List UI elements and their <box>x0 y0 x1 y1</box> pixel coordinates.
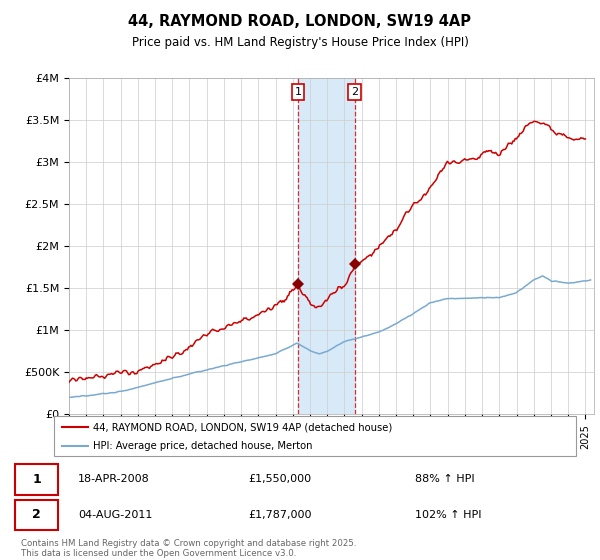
FancyBboxPatch shape <box>15 464 58 494</box>
Text: 1: 1 <box>295 87 301 97</box>
Text: 1: 1 <box>32 473 41 486</box>
Text: 44, RAYMOND ROAD, LONDON, SW19 4AP (detached house): 44, RAYMOND ROAD, LONDON, SW19 4AP (deta… <box>93 422 392 432</box>
Text: £1,787,000: £1,787,000 <box>248 510 311 520</box>
Text: 44, RAYMOND ROAD, LONDON, SW19 4AP: 44, RAYMOND ROAD, LONDON, SW19 4AP <box>128 14 472 29</box>
Text: Price paid vs. HM Land Registry's House Price Index (HPI): Price paid vs. HM Land Registry's House … <box>131 36 469 49</box>
Text: HPI: Average price, detached house, Merton: HPI: Average price, detached house, Mert… <box>93 441 313 451</box>
Text: 18-APR-2008: 18-APR-2008 <box>78 474 150 484</box>
Bar <box>298 78 355 414</box>
Text: 102% ↑ HPI: 102% ↑ HPI <box>415 510 482 520</box>
FancyBboxPatch shape <box>54 416 576 456</box>
Text: Contains HM Land Registry data © Crown copyright and database right 2025.
This d: Contains HM Land Registry data © Crown c… <box>21 539 356 558</box>
Text: 88% ↑ HPI: 88% ↑ HPI <box>415 474 475 484</box>
Text: £1,550,000: £1,550,000 <box>248 474 311 484</box>
Text: 2: 2 <box>32 508 41 521</box>
FancyBboxPatch shape <box>15 500 58 530</box>
Text: 2: 2 <box>351 87 358 97</box>
Text: 04-AUG-2011: 04-AUG-2011 <box>78 510 152 520</box>
